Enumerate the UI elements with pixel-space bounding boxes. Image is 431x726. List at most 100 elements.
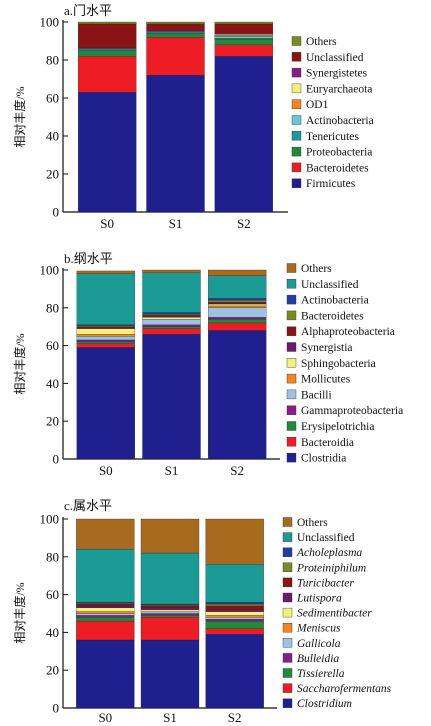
- legend-label: Others: [306, 36, 337, 48]
- legend-swatch: [286, 342, 297, 352]
- y-axis-label: 相对丰度/%: [12, 333, 27, 394]
- bar-segment-S2-9: [214, 21, 273, 25]
- bar-segment-S2-2: [208, 318, 267, 324]
- legend-label: Saccharofermentans: [297, 683, 392, 695]
- y-tick-label: 100: [40, 512, 60, 527]
- bar-segment-S2-4: [205, 617, 264, 620]
- y-tick-label: 0: [53, 205, 60, 220]
- y-tick-label: 20: [46, 167, 59, 182]
- bar-segment-S2-0: [214, 56, 273, 213]
- bar-segment-S2-7: [205, 609, 264, 612]
- bar-segment-S1-6: [142, 317, 201, 320]
- legend-swatch: [282, 668, 293, 678]
- legend-swatch: [286, 389, 297, 400]
- bar-segment-S2-9: [205, 603, 264, 607]
- bar-segment-S2-6: [208, 303, 267, 307]
- bar-segment-S0-9: [78, 21, 137, 25]
- x-tick-label: S2: [237, 216, 251, 231]
- legend-swatch: [291, 115, 302, 125]
- bar-segment-S2-1: [208, 322, 267, 331]
- y-tick-label: 20: [46, 414, 59, 429]
- x-tick-label: S1: [163, 710, 177, 725]
- legend-swatch: [282, 683, 293, 693]
- legend-swatch: [282, 547, 293, 557]
- legend-label: Erysipelotrichia: [301, 421, 374, 433]
- legend-swatch: [286, 326, 297, 336]
- legend-label: Others: [301, 263, 332, 275]
- y-axis-label: 相对丰度/%: [12, 582, 27, 643]
- x-tick-label: S2: [230, 463, 244, 478]
- y-tick-label: 60: [46, 91, 59, 106]
- legend-swatch: [282, 638, 293, 648]
- bar-segment-S1-0: [146, 75, 205, 213]
- bar-segment-S0-0: [78, 92, 137, 213]
- legend-label: Bulleidia: [297, 653, 339, 665]
- legend-label: Bacteroidetes: [306, 162, 369, 174]
- bar-segment-S2-5: [208, 305, 267, 308]
- bar-segment-S1-6: [140, 609, 200, 612]
- legend-swatch: [282, 592, 293, 603]
- bar-segment-S2-9: [208, 300, 267, 303]
- legend-swatch: [291, 162, 302, 173]
- legend-label: Clostridia: [301, 453, 346, 465]
- legend-swatch: [291, 99, 302, 109]
- legend-swatch: [282, 517, 293, 527]
- bar-segment-S2-4: [208, 307, 267, 318]
- bar-segment-S1-10: [142, 312, 201, 315]
- legend-label: Actinobacteria: [306, 115, 374, 127]
- legend-swatch: [291, 67, 302, 78]
- legend-label: Acholeplasma: [296, 547, 362, 559]
- bar-segment-S1-3: [142, 324, 201, 327]
- y-tick-label: 60: [46, 587, 59, 602]
- bar-segment-S1-2: [142, 326, 201, 329]
- legend-label: Synergistia: [301, 342, 353, 354]
- panel-title: c.属水平: [64, 498, 112, 513]
- bar-segment-S0-1: [76, 620, 135, 641]
- legend-swatch: [282, 532, 293, 542]
- bar-segment-S1-2: [146, 33, 205, 38]
- legend-label: Unclassified: [306, 52, 364, 64]
- legend-label: Synergistetes: [306, 68, 368, 80]
- legend-swatch: [291, 131, 302, 141]
- y-tick-label: 0: [53, 701, 60, 716]
- bar-segment-S2-10: [208, 298, 267, 301]
- legend-swatch: [282, 623, 293, 633]
- bar-segment-S1-7: [140, 607, 200, 610]
- legend-label: Bacteroidetes: [301, 310, 364, 322]
- bar-segment-S2-2: [205, 620, 264, 629]
- bar-segment-S0-8: [78, 23, 137, 48]
- y-tick-label: 60: [46, 338, 59, 353]
- legend-label: Proteobacteria: [306, 147, 372, 159]
- y-tick-label: 100: [40, 15, 60, 30]
- bar-segment-S2-0: [208, 330, 267, 460]
- bar-segment-S2-11: [208, 275, 267, 299]
- panel-title: b.纲水平: [64, 251, 113, 266]
- y-tick-label: 80: [46, 300, 59, 315]
- y-tick-label: 0: [53, 452, 60, 467]
- bar-segment-S1-11: [142, 272, 201, 313]
- bar-segment-S1-12: [142, 269, 201, 273]
- legend-label: Others: [297, 517, 328, 529]
- y-tick-label: 40: [46, 129, 59, 144]
- bar-segment-S1-1: [146, 37, 205, 76]
- bar-segment-S1-3: [140, 613, 200, 616]
- bar-segment-S2-4: [214, 36, 273, 39]
- bar-segment-S0-3: [76, 615, 135, 618]
- legend-swatch: [286, 452, 297, 463]
- bar-segment-S0-12: [76, 518, 135, 550]
- legend-swatch: [282, 698, 293, 708]
- legend-swatch: [291, 36, 302, 46]
- bar-segment-S2-12: [208, 269, 267, 276]
- legend-label: Gallicola: [297, 638, 341, 650]
- legend-swatch: [282, 577, 293, 588]
- legend-label: Meniscus: [296, 623, 341, 635]
- bar-segment-S0-11: [76, 549, 135, 603]
- bar-segment-S2-11: [205, 564, 264, 603]
- x-tick-label: S2: [228, 710, 242, 725]
- legend-swatch: [291, 52, 302, 62]
- y-axis-label: 相对丰度/%: [12, 86, 27, 147]
- legend-swatch: [286, 373, 297, 384]
